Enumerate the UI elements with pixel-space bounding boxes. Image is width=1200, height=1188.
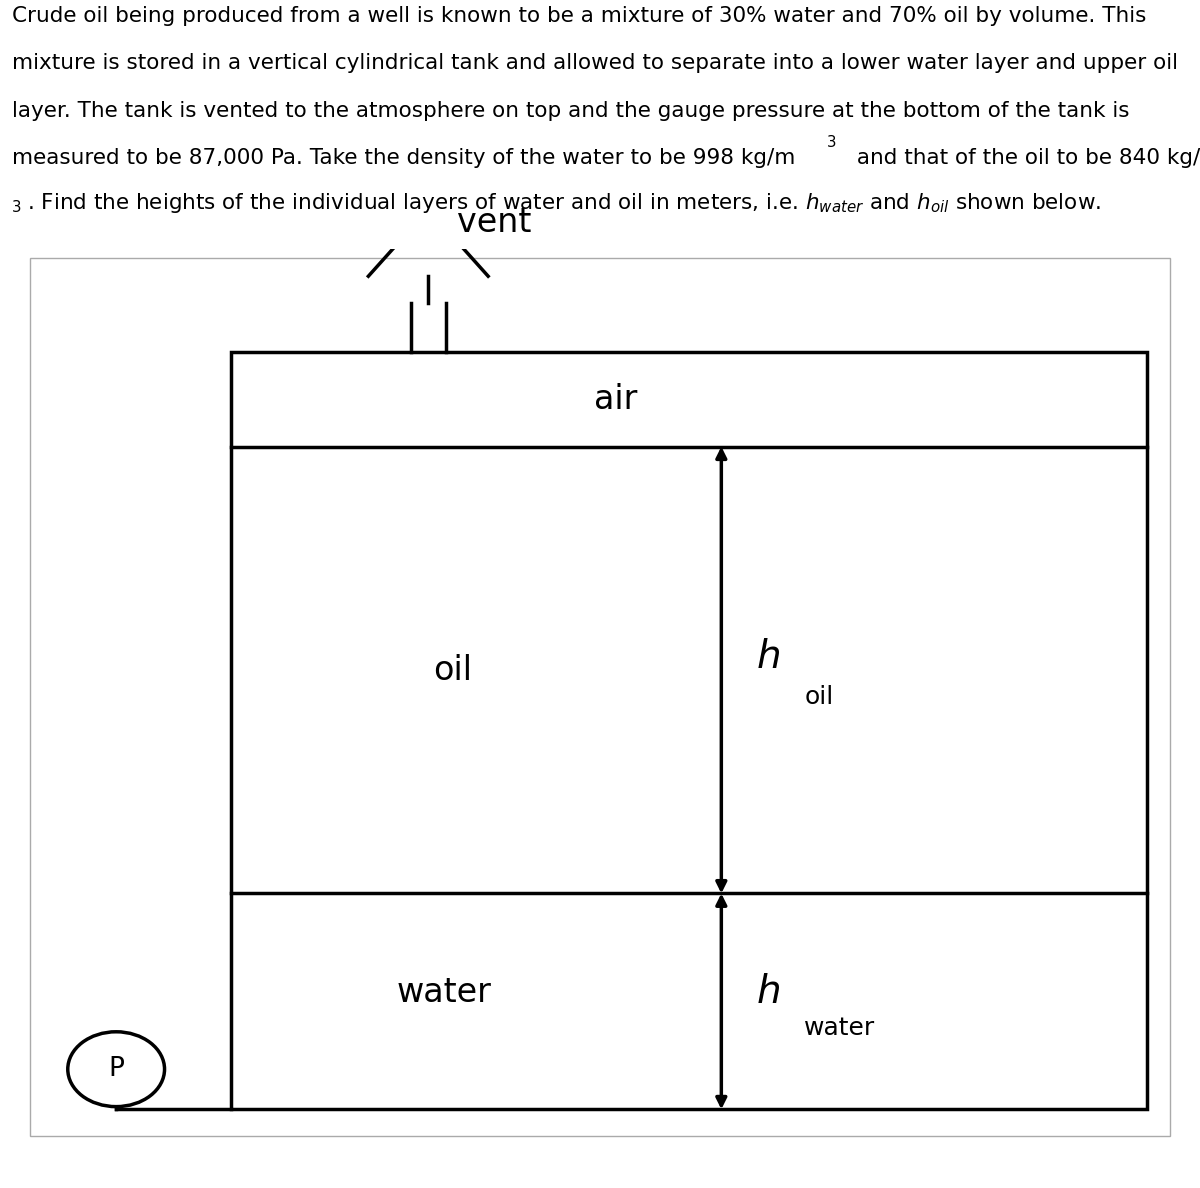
Text: air: air [594, 383, 637, 416]
Text: $\mathit{h}$: $\mathit{h}$ [756, 638, 780, 676]
Text: vent: vent [457, 207, 532, 239]
Text: 3: 3 [827, 135, 836, 151]
Text: $\mathit{h}$: $\mathit{h}$ [756, 973, 780, 1011]
Text: Crude oil being produced from a well is known to be a mixture of 30% water and 7: Crude oil being produced from a well is … [12, 6, 1146, 26]
Text: and that of the oil to be 840 kg/m: and that of the oil to be 840 kg/m [851, 148, 1200, 169]
Text: layer. The tank is vented to the atmosphere on top and the gauge pressure at the: layer. The tank is vented to the atmosph… [12, 101, 1129, 121]
Text: oil: oil [804, 684, 834, 709]
Text: mixture is stored in a vertical cylindrical tank and allowed to separate into a : mixture is stored in a vertical cylindri… [12, 53, 1178, 74]
Text: 3: 3 [12, 200, 22, 215]
Text: . Find the heights of the individual layers of water and oil in meters, i.e. $h_: . Find the heights of the individual lay… [28, 191, 1102, 215]
Text: measured to be 87,000 Pa. Take the density of the water to be 998 kg/m: measured to be 87,000 Pa. Take the densi… [12, 148, 796, 169]
Text: oil: oil [433, 653, 472, 687]
Text: water: water [396, 977, 491, 1009]
Bar [232, 352, 1147, 1110]
Text: P: P [108, 1056, 124, 1082]
Text: water: water [804, 1016, 876, 1041]
